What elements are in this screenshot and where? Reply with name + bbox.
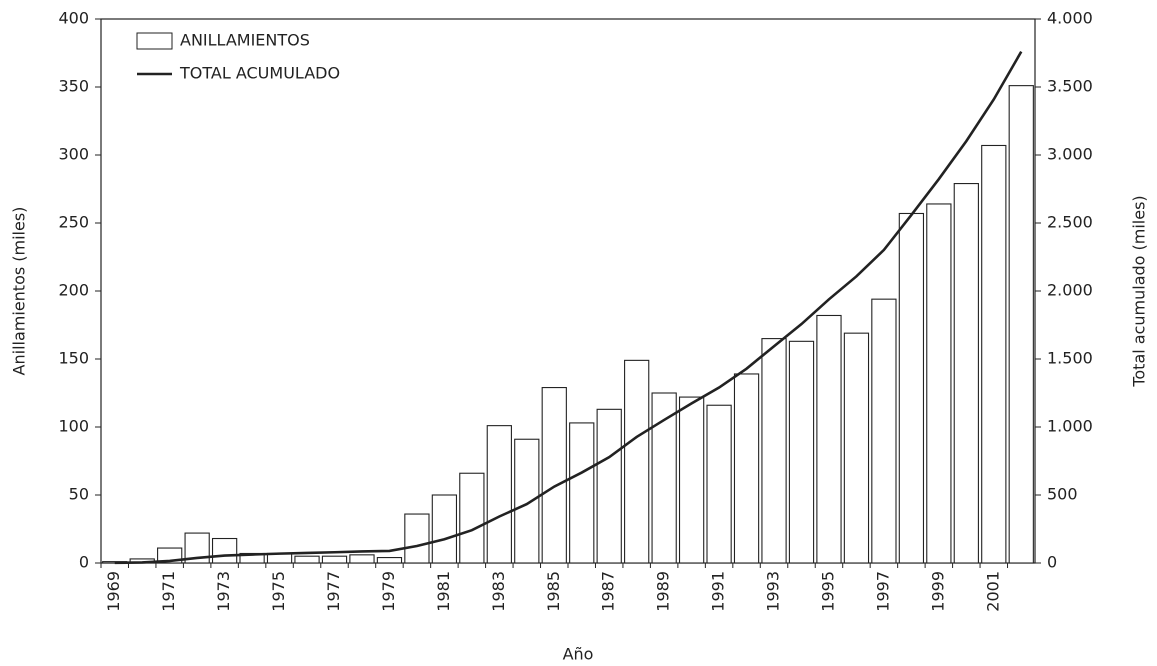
y2-tick-label: 2.500 — [1047, 213, 1093, 232]
bar — [431, 494, 458, 564]
y2-tick-label: 500 — [1047, 485, 1078, 504]
bar — [569, 422, 595, 564]
bar — [733, 373, 760, 564]
y-tick-label: 200 — [58, 281, 89, 300]
line — [114, 50, 1023, 565]
x-tick-label: 1981 — [434, 571, 453, 612]
bar — [459, 472, 485, 564]
x-tick-label: 1979 — [379, 571, 398, 612]
bar — [761, 338, 787, 564]
x-tick-label: 1993 — [764, 571, 783, 612]
legend-label: TOTAL ACUMULADO — [179, 64, 340, 83]
y2-tick-label: 3.500 — [1047, 77, 1093, 96]
y-tick-label: 250 — [58, 213, 89, 232]
bar — [596, 408, 622, 564]
legend-label: ANILLAMIENTOS — [180, 31, 310, 50]
y2-tick-label: 1.500 — [1047, 349, 1093, 368]
y-tick-label: 50 — [69, 485, 89, 504]
bar — [843, 332, 870, 564]
x-tick-label: 2001 — [983, 571, 1002, 612]
y-axis-label: Anillamientos (miles) — [10, 207, 29, 376]
x-tick-label: 1991 — [709, 571, 728, 612]
bar — [898, 212, 925, 564]
bar — [678, 396, 705, 564]
y-tick-label: 300 — [58, 145, 89, 164]
bar — [294, 555, 320, 564]
x-tick-label: 1973 — [214, 571, 233, 612]
bar — [1008, 85, 1034, 564]
x-tick-label: 1971 — [159, 571, 178, 612]
y-tick-label: 400 — [58, 9, 89, 28]
y-tick-label: 0 — [79, 553, 89, 572]
bar — [871, 298, 897, 564]
bar — [321, 555, 348, 564]
bar — [404, 513, 430, 564]
y-tick-label: 150 — [58, 349, 89, 368]
bar — [349, 554, 375, 564]
x-tick-label: 1987 — [599, 571, 618, 612]
y2-tick-label: 3.000 — [1047, 145, 1093, 164]
y2-axis-label: Total acumulado (miles) — [1130, 195, 1149, 387]
x-tick-label: 1999 — [928, 571, 947, 612]
x-tick-label: 1989 — [654, 571, 673, 612]
bar — [926, 203, 952, 564]
bar — [953, 183, 979, 564]
x-tick-label: 1997 — [873, 571, 892, 612]
legend-swatch — [136, 32, 173, 50]
x-tick-label: 1995 — [818, 571, 837, 612]
bar — [541, 387, 567, 564]
bar — [376, 557, 403, 564]
bar — [624, 359, 650, 564]
bar — [706, 404, 732, 564]
y-tick-label: 350 — [58, 77, 89, 96]
x-axis-label: Año — [563, 645, 594, 664]
bar — [816, 314, 842, 564]
bar — [981, 144, 1007, 564]
y2-tick-label: 1.000 — [1047, 417, 1093, 436]
x-tick-label: 1977 — [324, 571, 343, 612]
bar — [514, 438, 540, 564]
bar — [788, 340, 815, 564]
y2-tick-label: 4.000 — [1047, 9, 1093, 28]
x-tick-label: 1983 — [489, 571, 508, 612]
x-tick-label: 1975 — [269, 571, 288, 612]
bar — [486, 425, 512, 564]
y2-tick-label: 2.000 — [1047, 281, 1093, 300]
bar — [211, 537, 238, 564]
x-tick-label: 1985 — [544, 571, 563, 612]
y2-tick-label: 0 — [1047, 553, 1057, 572]
x-tick-label: 1969 — [104, 571, 123, 612]
y-tick-label: 100 — [58, 417, 89, 436]
